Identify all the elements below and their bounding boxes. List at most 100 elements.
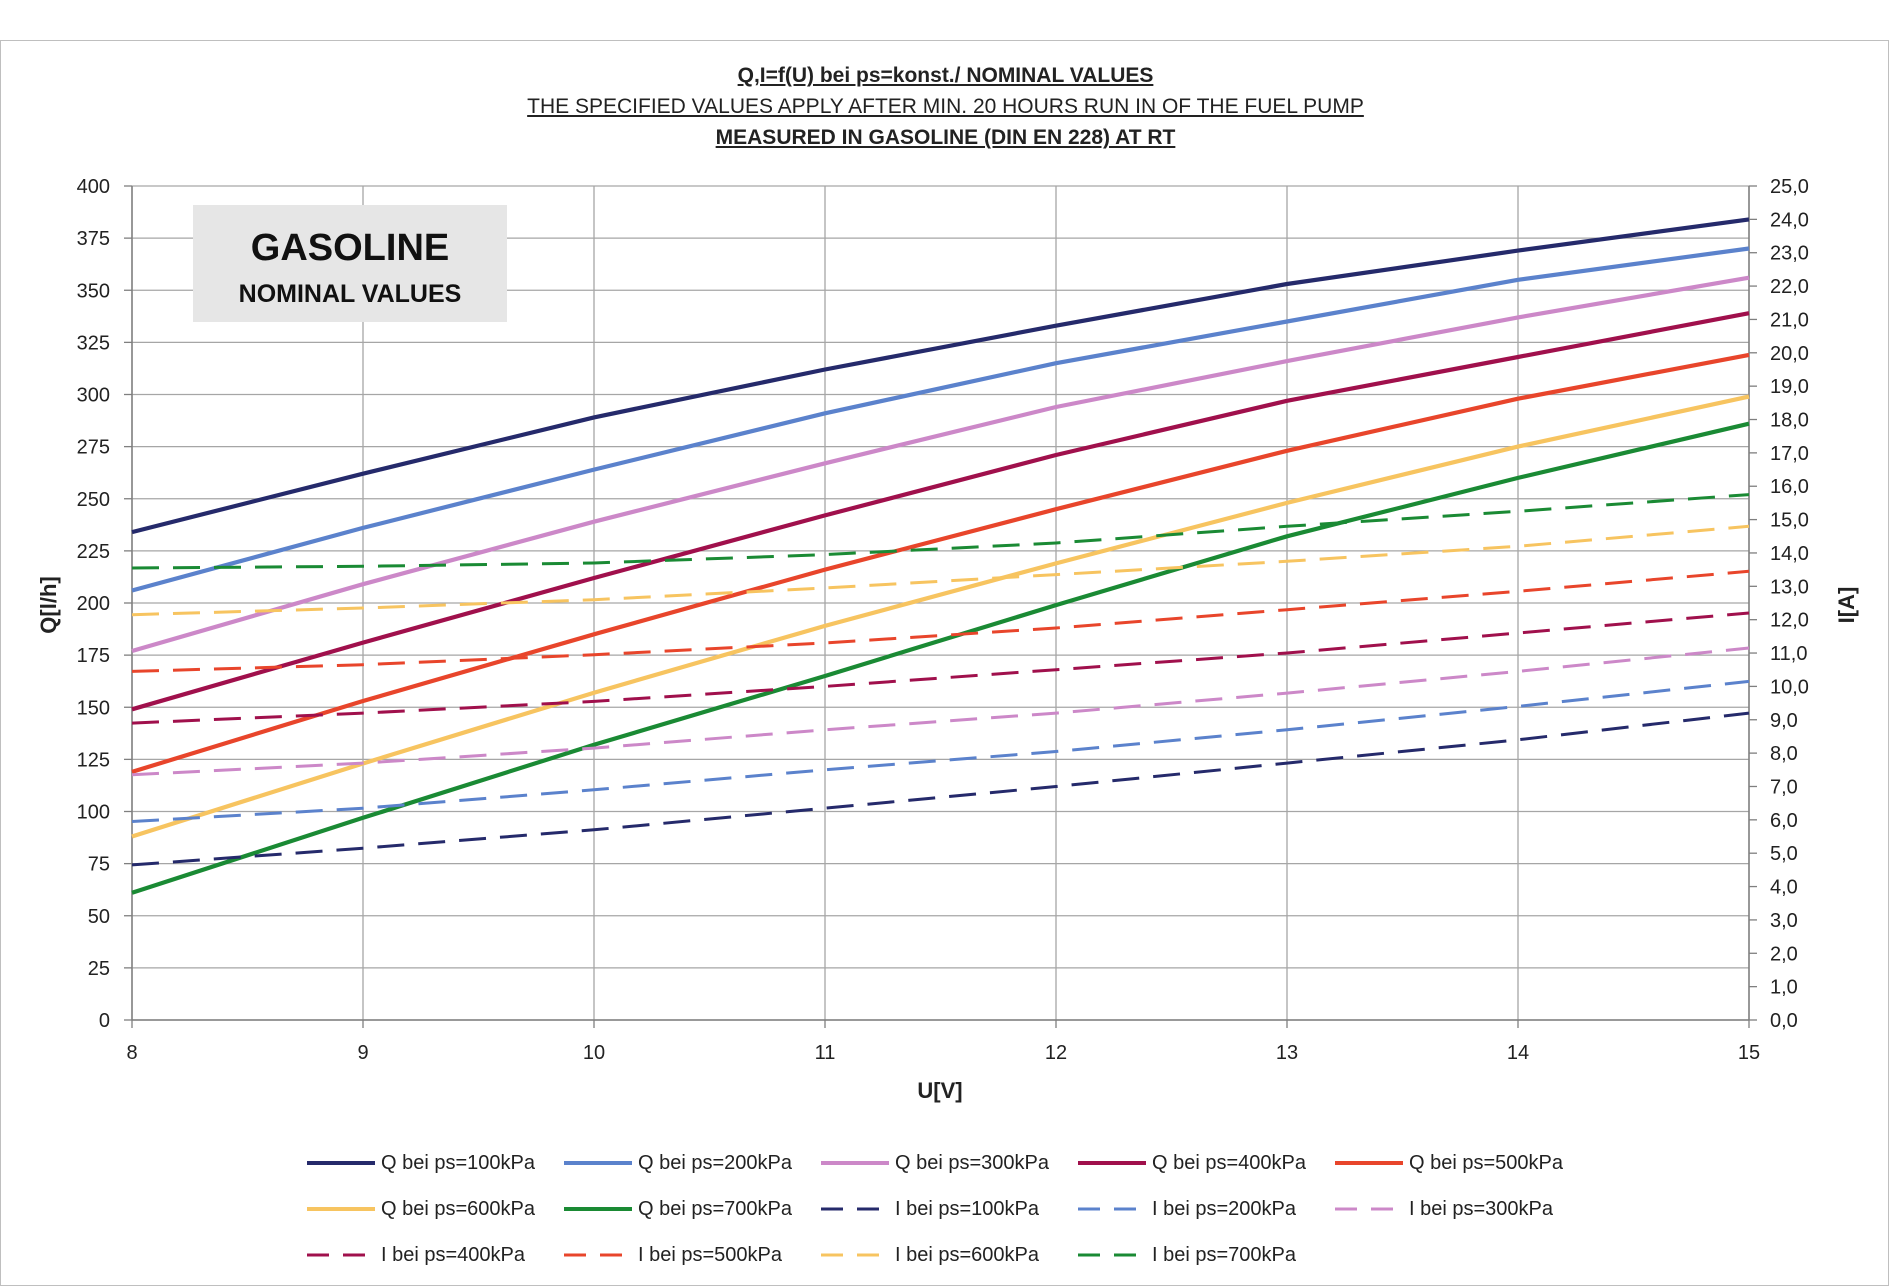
legend-item: I bei ps=200kPa xyxy=(1076,1198,1333,1221)
y-tick-label: 150 xyxy=(77,697,110,719)
legend-label: Q bei ps=300kPa xyxy=(895,1151,1049,1174)
legend-item: I bei ps=300kPa xyxy=(1333,1198,1590,1221)
y2-tick-label: 23,0 xyxy=(1770,243,1809,265)
axes: 0 25 50 75 100 125 150 175 200 225 250 275 300 325 350… xyxy=(77,176,1809,1064)
x-axis-label: U[V] xyxy=(917,1078,962,1103)
legend-swatch xyxy=(1076,1159,1148,1167)
series-line xyxy=(131,569,1750,673)
legend-item: Q bei ps=200kPa xyxy=(562,1152,819,1175)
legend-label: Q bei ps=600kPa xyxy=(381,1197,535,1220)
y-tick-label: 50 xyxy=(88,906,110,928)
y-axis-label: Q[l/h] xyxy=(36,576,61,633)
legend-item: Q bei ps=600kPa xyxy=(305,1198,562,1221)
legend-label: I bei ps=100kPa xyxy=(895,1197,1039,1220)
legend-label: I bei ps=700kPa xyxy=(1152,1243,1296,1266)
legend-swatch xyxy=(1076,1205,1148,1213)
legend-label: I bei ps=200kPa xyxy=(1152,1197,1296,1220)
legend: Q bei ps=100kPa Q bei ps=200kPa Q bei ps=3… xyxy=(305,1140,1605,1278)
legend-swatch xyxy=(819,1205,891,1213)
y-tick-label: 375 xyxy=(77,228,110,250)
legend-swatch xyxy=(305,1251,377,1259)
annotation-title: GASOLINE xyxy=(251,227,449,269)
legend-label: I bei ps=300kPa xyxy=(1409,1197,1553,1220)
series-line xyxy=(131,646,1750,777)
annotation-box: GASOLINE NOMINAL VALUES xyxy=(193,205,507,322)
y-tick-label: 250 xyxy=(77,489,110,511)
series-line xyxy=(131,275,1750,654)
legend-swatch xyxy=(819,1159,891,1167)
y2-tick-label: 24,0 xyxy=(1770,209,1809,231)
y2-tick-label: 5,0 xyxy=(1770,843,1798,865)
y2-tick-label: 4,0 xyxy=(1770,877,1798,899)
y2-tick-label: 3,0 xyxy=(1770,910,1798,932)
y2-tick-label: 16,0 xyxy=(1770,476,1809,498)
legend-item: Q bei ps=500kPa xyxy=(1333,1152,1590,1175)
y-tick-label: 350 xyxy=(77,280,110,302)
legend-item: Q bei ps=100kPa xyxy=(305,1152,562,1175)
y-tick-label: 125 xyxy=(77,749,110,771)
legend-item: Q bei ps=400kPa xyxy=(1076,1152,1333,1175)
y2-tick-label: 9,0 xyxy=(1770,710,1798,732)
y2-tick-label: 13,0 xyxy=(1770,576,1809,598)
series xyxy=(131,217,1750,895)
y2-tick-label: 18,0 xyxy=(1770,410,1809,432)
legend-item: Q bei ps=700kPa xyxy=(562,1198,819,1221)
legend-swatch xyxy=(562,1159,634,1167)
y2-tick-label: 21,0 xyxy=(1770,309,1809,331)
series-line xyxy=(131,711,1750,867)
legend-item: I bei ps=600kPa xyxy=(819,1244,1076,1267)
legend-swatch xyxy=(1333,1205,1405,1213)
legend-swatch xyxy=(305,1205,377,1213)
x-tick-label: 8 xyxy=(126,1042,137,1064)
legend-swatch xyxy=(562,1205,634,1213)
y2-tick-label: 19,0 xyxy=(1770,376,1809,398)
series-line xyxy=(131,524,1750,617)
series-line xyxy=(131,217,1750,535)
annotation-subtitle: NOMINAL VALUES xyxy=(239,280,462,308)
series-line xyxy=(131,394,1750,839)
x-tick-label: 9 xyxy=(357,1042,368,1064)
y2-tick-label: 2,0 xyxy=(1770,943,1798,965)
annotation-background xyxy=(193,205,507,322)
legend-label: Q bei ps=700kPa xyxy=(638,1197,792,1220)
series-line xyxy=(131,611,1750,725)
legend-item: I bei ps=700kPa xyxy=(1076,1244,1333,1267)
legend-swatch xyxy=(1333,1159,1405,1167)
legend-row: Q bei ps=100kPa Q bei ps=200kPa Q bei ps=3… xyxy=(305,1140,1605,1186)
legend-label: I bei ps=400kPa xyxy=(381,1243,525,1266)
y2-tick-label: 10,0 xyxy=(1770,676,1809,698)
y-tick-label: 25 xyxy=(88,958,110,980)
legend-row: I bei ps=400kPa I bei ps=500kPa I bei ps=6… xyxy=(305,1232,1605,1278)
legend-item: I bei ps=500kPa xyxy=(562,1244,819,1267)
x-tick-label: 11 xyxy=(815,1042,836,1064)
y2-tick-label: 17,0 xyxy=(1770,443,1809,465)
legend-swatch xyxy=(1076,1251,1148,1259)
legend-label: I bei ps=500kPa xyxy=(638,1243,782,1266)
legend-swatch xyxy=(562,1251,634,1259)
series-line xyxy=(131,246,1750,593)
series-line xyxy=(131,311,1750,712)
y2-tick-label: 11,0 xyxy=(1770,643,1807,665)
legend-label: Q bei ps=100kPa xyxy=(381,1151,535,1174)
y2-tick-label: 0,0 xyxy=(1770,1010,1798,1032)
y-tick-label: 0 xyxy=(99,1010,110,1032)
legend-label: Q bei ps=500kPa xyxy=(1409,1151,1563,1174)
y2-tick-label: 25,0 xyxy=(1770,176,1809,198)
y2-tick-label: 8,0 xyxy=(1770,743,1798,765)
y-tick-label: 100 xyxy=(77,802,110,824)
series-line xyxy=(131,493,1750,570)
series-line xyxy=(131,421,1750,895)
y-tick-label: 200 xyxy=(77,593,110,615)
y-tick-label: 300 xyxy=(77,385,110,407)
legend-item: I bei ps=100kPa xyxy=(819,1198,1076,1221)
x-tick-label: 14 xyxy=(1507,1042,1529,1064)
y2-tick-label: 20,0 xyxy=(1770,343,1809,365)
legend-swatch xyxy=(819,1251,891,1259)
y-tick-label: 400 xyxy=(77,176,110,198)
y-tick-label: 175 xyxy=(77,645,110,667)
chart-subtitle-note: THE SPECIFIED VALUES APPLY AFTER MIN. 20… xyxy=(527,95,1364,118)
axis-labels: U[V] Q[l/h] I[A] xyxy=(36,576,1859,1103)
legend-label: Q bei ps=200kPa xyxy=(638,1151,792,1174)
chart-title: Q,I=f(U) bei ps=konst./ NOMINAL VALUES xyxy=(737,64,1154,87)
y-tick-label: 325 xyxy=(77,332,110,354)
